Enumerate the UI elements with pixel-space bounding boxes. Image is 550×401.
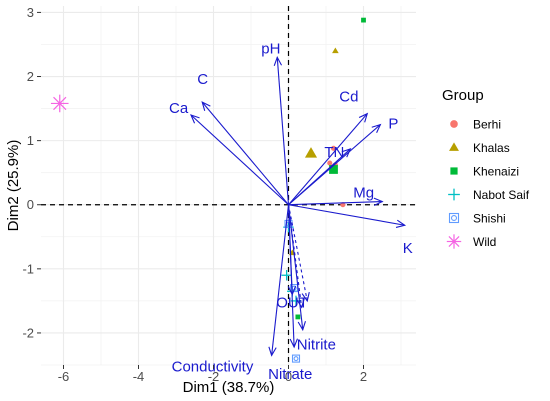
vector-label-nitrite: Nitrite bbox=[297, 337, 336, 354]
legend-key bbox=[450, 120, 458, 128]
point-shishi bbox=[291, 354, 301, 363]
point-khenaizi bbox=[361, 17, 366, 23]
y-tick-label: -2 bbox=[22, 325, 34, 340]
vector-c bbox=[201, 101, 289, 206]
y-tick-label: 3 bbox=[27, 5, 34, 20]
legend-item-berhi: Berhi bbox=[444, 114, 501, 134]
legend-title: Group bbox=[442, 87, 484, 104]
vector-label-ca: Ca bbox=[169, 100, 189, 117]
y-tick-label: 0 bbox=[27, 197, 34, 212]
vector-unlabeled bbox=[287, 204, 310, 303]
data-points bbox=[50, 17, 366, 363]
vector-ca bbox=[190, 114, 289, 206]
legend-key bbox=[449, 142, 459, 151]
vector-label-k: K bbox=[403, 240, 413, 257]
y-tick-label: -1 bbox=[22, 261, 34, 276]
legend-label: Berhi bbox=[473, 118, 501, 132]
point-berhi bbox=[330, 145, 337, 151]
legend-label: Nabot Saif bbox=[473, 188, 530, 202]
legend-key bbox=[450, 167, 458, 175]
vector-mg bbox=[288, 197, 384, 206]
grid-minor bbox=[41, 6, 416, 366]
legend-label: Wild bbox=[473, 235, 496, 249]
x-tick-label: 0 bbox=[285, 369, 292, 384]
point-wild bbox=[50, 94, 69, 113]
loading-vectors: pHCCaCdPTNMgKOUTNitriteNitrateConductivi… bbox=[169, 40, 413, 383]
point-nabot-saif bbox=[281, 270, 292, 281]
x-axis-label: Dim1 (38.7%) bbox=[183, 379, 275, 396]
vector-tn bbox=[288, 148, 352, 206]
legend: Group Berhi Khalas Khenaizi Nabot Saif Shish… bbox=[442, 87, 530, 252]
legend-key bbox=[448, 212, 460, 224]
vector-nitrate bbox=[287, 204, 298, 349]
vector-unlabeled bbox=[287, 204, 305, 309]
legend-item-khalas: Khalas bbox=[444, 137, 510, 158]
legend-label: Shishi bbox=[473, 212, 506, 226]
point-khenaizi bbox=[295, 314, 301, 320]
y-tick-label: 1 bbox=[27, 133, 34, 148]
vector-label-conductivity: Conductivity bbox=[172, 358, 254, 375]
legend-item-shishi: Shishi bbox=[444, 208, 506, 228]
x-tick-label: 2 bbox=[360, 369, 367, 384]
vector-conductivity bbox=[268, 204, 290, 357]
legend-label: Khalas bbox=[473, 141, 510, 155]
vector-ph bbox=[273, 55, 290, 205]
vector-label-p: P bbox=[388, 116, 398, 133]
y-axis-label: Dim2 (25.9%) bbox=[5, 140, 22, 232]
grid-major bbox=[41, 6, 416, 365]
reference-lines bbox=[41, 6, 416, 365]
vector-cd bbox=[288, 112, 369, 206]
point-khalas bbox=[332, 47, 339, 54]
vector-k bbox=[288, 204, 407, 228]
vector-label-cd: Cd bbox=[339, 89, 358, 106]
x-tick-label: -4 bbox=[133, 369, 145, 384]
vector-label-ph: pH bbox=[261, 40, 280, 57]
vector-label-mg: Mg bbox=[353, 185, 374, 202]
point-khalas bbox=[304, 147, 318, 158]
axis-ticks: -6 -4 -2 0 2 -2 -1 0 1 2 3 bbox=[22, 5, 367, 384]
x-tick-label: -2 bbox=[208, 369, 220, 384]
vector-label-tn: TN bbox=[324, 144, 344, 161]
y-tick-label: 2 bbox=[27, 69, 34, 84]
vector-label-c: C bbox=[197, 71, 208, 88]
legend-item-nabot-saif: Nabot Saif bbox=[444, 184, 530, 205]
legend-key bbox=[446, 234, 462, 249]
point-berhi bbox=[327, 160, 333, 166]
legend-label: Khenaizi bbox=[473, 165, 519, 179]
point-khenaizi bbox=[329, 165, 338, 174]
legend-item-wild: Wild bbox=[444, 231, 496, 252]
legend-key bbox=[448, 188, 460, 201]
legend-item-khenaizi: Khenaizi bbox=[444, 161, 519, 181]
vector-label-nitrate: Nitrate bbox=[268, 366, 312, 383]
x-tick-label: -6 bbox=[58, 369, 70, 384]
